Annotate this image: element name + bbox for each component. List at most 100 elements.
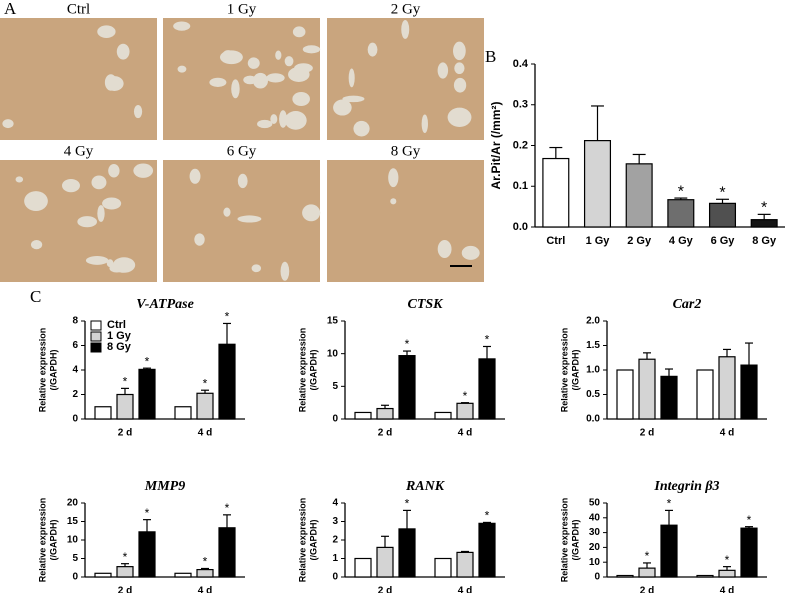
bar (196, 392, 214, 420)
panel-label: B (485, 47, 496, 66)
resorption-pit (333, 99, 352, 116)
y-axis-label: Relative expression (37, 328, 47, 413)
bar (354, 411, 372, 420)
x-tick-label: 4 d (458, 586, 472, 593)
resorption-pit (231, 79, 240, 99)
x-tick-label: 2 d (118, 428, 132, 439)
y-tick-label: 0.0 (513, 221, 528, 233)
resorption-pit (251, 264, 262, 273)
resorption-pit (280, 261, 290, 281)
y-tick-label: 4 (332, 498, 338, 509)
resorption-pit (292, 26, 306, 38)
bar (718, 356, 736, 420)
significance-mark: * (123, 550, 128, 564)
resorption-pit (302, 45, 321, 54)
y-tick-label: 20 (589, 542, 601, 553)
y-axis-label: Ar.Pit/Ar (/mm²) (489, 101, 503, 189)
y-tick-label: 50 (589, 498, 601, 509)
resorption-pit (252, 72, 268, 89)
image-label: 2 Gy (391, 1, 421, 17)
legend-swatch (90, 320, 102, 331)
resorption-pit (437, 62, 449, 79)
y-tick-label: 20 (67, 498, 79, 509)
resorption-pit (461, 245, 480, 260)
resorption-pit (77, 216, 97, 228)
resorption-pit (388, 168, 399, 188)
legend-label: 1 Gy (107, 330, 132, 342)
y-tick-label: 0.4 (513, 58, 529, 70)
bar (196, 568, 214, 578)
y-tick-label: 0 (72, 572, 78, 583)
y-tick-label: 0 (594, 572, 600, 583)
y-tick-label: 15 (327, 316, 339, 327)
legend-swatch (90, 342, 102, 353)
x-tick-label: 4 d (458, 428, 472, 439)
resorption-pit (85, 256, 109, 265)
legend-label: 8 Gy (107, 341, 132, 353)
y-axis-label: (/GAPDH) (308, 520, 318, 561)
resorption-pit (102, 197, 122, 210)
significance-mark: * (463, 389, 468, 403)
y-tick-label: 4 (72, 365, 78, 376)
resorption-pit (302, 204, 321, 222)
resorption-pit (2, 119, 14, 129)
x-tick-label: 6 Gy (711, 235, 736, 247)
legend-swatch (90, 331, 102, 342)
y-tick-label: 1 (332, 553, 338, 564)
significance-mark: * (145, 506, 150, 520)
resorption-pit (257, 119, 273, 129)
chart-title: CTSK (407, 297, 444, 312)
image-label: 8 Gy (391, 143, 421, 159)
bar (708, 202, 737, 228)
y-tick-label: 1.5 (586, 340, 600, 351)
resorption-pit (421, 114, 428, 134)
resorption-pit (97, 205, 105, 222)
y-tick-label: 0 (332, 414, 338, 425)
resorption-pit (453, 77, 467, 93)
y-tick-label: 3 (332, 516, 338, 527)
resorption-pit (30, 239, 43, 250)
resorption-pit (284, 111, 307, 130)
bar (456, 402, 474, 420)
resorption-pit (237, 173, 248, 189)
resorption-pit (116, 43, 130, 60)
bar (583, 140, 612, 228)
bar (354, 557, 372, 578)
y-tick-label: 0.1 (513, 180, 528, 192)
resorption-pit (275, 50, 282, 60)
y-tick-label: 6 (72, 340, 78, 351)
resorption-pit (106, 259, 114, 268)
x-tick-label: 2 Gy (627, 235, 652, 247)
bar (542, 157, 570, 228)
y-tick-label: 10 (67, 535, 79, 546)
chart-title: Car2 (673, 297, 702, 312)
bar (638, 567, 656, 578)
bar (434, 411, 452, 420)
resorption-pit (133, 163, 154, 178)
resorption-pit (266, 73, 285, 83)
y-tick-label: 0 (72, 414, 78, 425)
bar (740, 527, 758, 578)
resorption-pit (108, 163, 120, 178)
resorption-pit (173, 21, 191, 31)
x-tick-label: 4 d (198, 428, 212, 439)
bar (660, 524, 678, 578)
significance-mark: * (405, 497, 410, 511)
image-label: 6 Gy (227, 143, 257, 159)
resorption-pit (447, 107, 472, 127)
y-tick-label: 0.0 (586, 414, 600, 425)
significance-mark: * (761, 200, 767, 217)
resorption-pit (221, 50, 235, 63)
significance-mark: * (719, 185, 725, 202)
significance-mark: * (405, 337, 410, 351)
resorption-pit (353, 120, 370, 137)
significance-mark: * (485, 509, 490, 523)
resorption-pit (367, 42, 378, 57)
x-tick-label: 2 d (640, 586, 654, 593)
resorption-pit (342, 95, 365, 103)
resorption-pit (189, 168, 201, 184)
x-tick-label: 1 Gy (586, 235, 611, 247)
bar (94, 406, 112, 420)
resorption-pit (209, 77, 227, 87)
y-tick-label: 0.5 (586, 389, 600, 400)
